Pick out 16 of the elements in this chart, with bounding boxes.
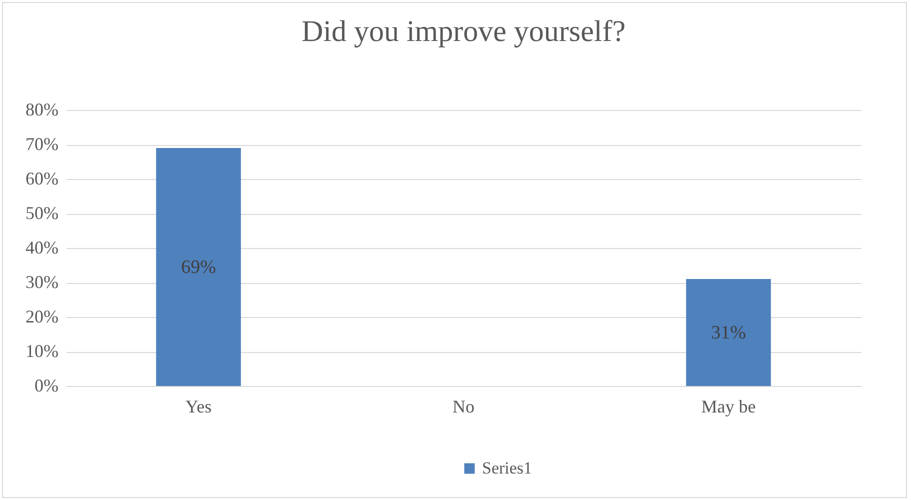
data-label: 31% (711, 322, 746, 344)
y-tick-label: 80% (26, 100, 58, 120)
y-tick-label: 0% (34, 376, 58, 396)
data-label: 69% (181, 256, 216, 278)
y-tick-label: 60% (26, 168, 58, 188)
y-tick-label: 30% (26, 272, 58, 292)
y-tick-label: 50% (26, 203, 58, 223)
x-tick-label: May be (701, 396, 756, 416)
chart-title: Did you improve yourself? (301, 15, 626, 48)
x-tick-label: Yes (185, 396, 212, 416)
y-tick-label: 40% (26, 238, 58, 258)
y-tick-label: 20% (26, 306, 58, 326)
y-tick-label: 10% (26, 341, 58, 361)
x-tick-label: No (452, 396, 474, 416)
y-tick-label: 70% (26, 134, 58, 154)
legend-label: Series1 (482, 458, 532, 478)
